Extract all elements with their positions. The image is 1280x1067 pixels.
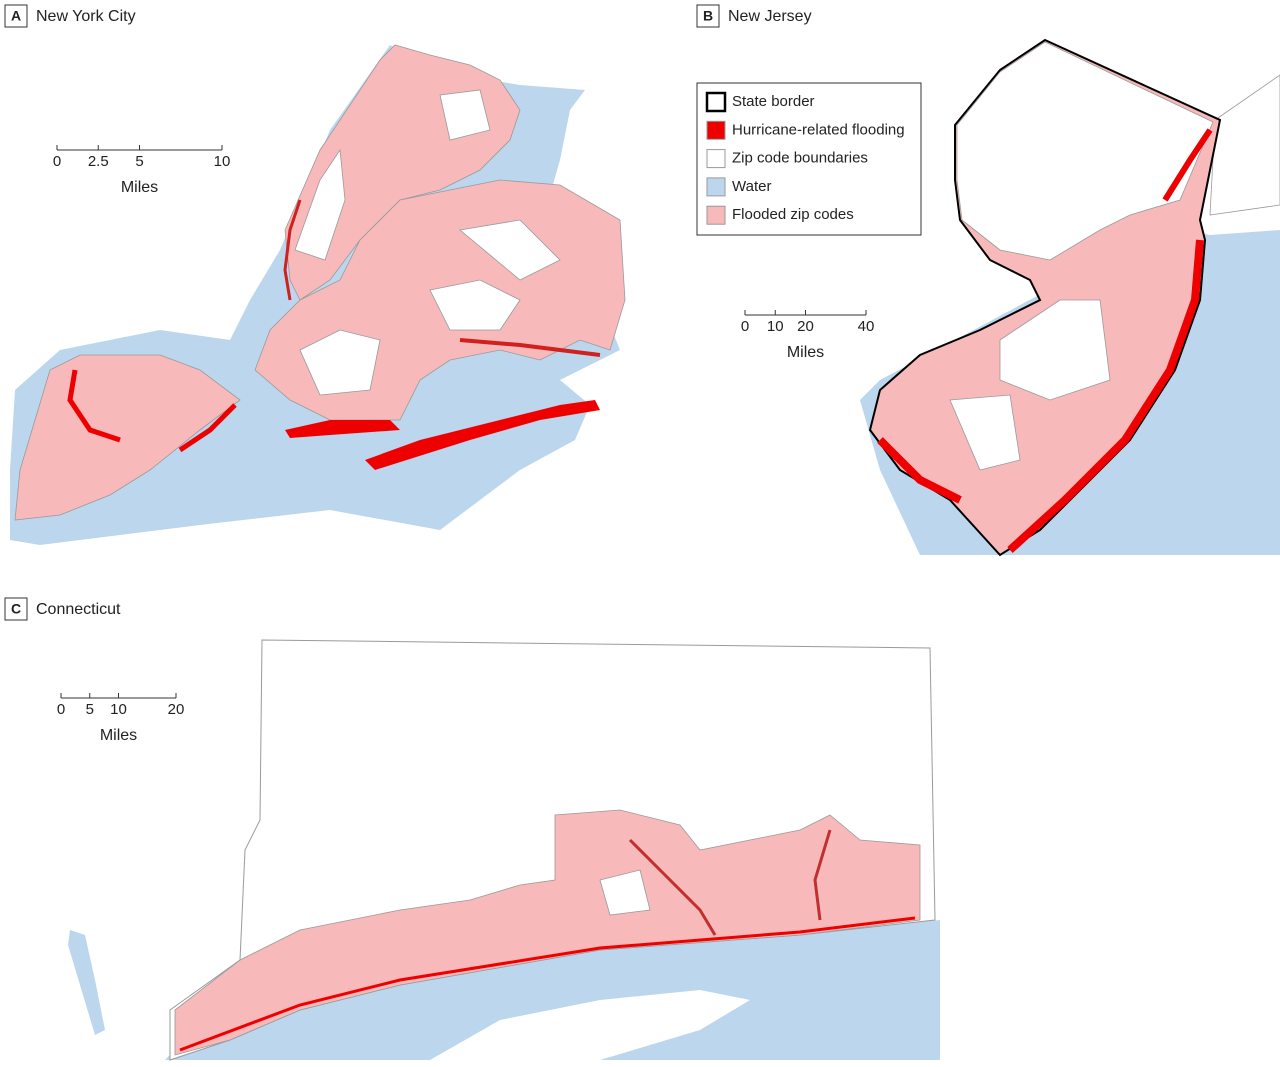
scale-unit: Miles <box>100 727 137 744</box>
flooded-zips <box>174 809 921 1056</box>
panel-letter: C <box>11 601 21 617</box>
scale-label: 5 <box>135 153 143 170</box>
scale-unit: Miles <box>787 344 824 361</box>
flooding <box>178 403 237 453</box>
ct-map <box>68 639 940 1061</box>
nyc-map <box>10 44 626 545</box>
scale-label: 40 <box>858 318 875 335</box>
flooding <box>285 420 400 438</box>
water <box>165 920 940 1060</box>
nj-map <box>860 38 1280 557</box>
zip-area <box>459 219 561 281</box>
legend: State border Hurricane-related flooding Zi… <box>705 91 905 225</box>
panel-letter: B <box>703 8 713 24</box>
panel-letter: A <box>11 8 21 24</box>
legend-swatch <box>706 205 726 225</box>
scale-label: 0 <box>57 701 65 718</box>
new-york-area <box>1209 74 1280 216</box>
zip-area <box>956 41 1214 261</box>
flooding <box>459 338 601 357</box>
zip-area <box>949 394 1021 471</box>
legend-label: Zip code boundaries <box>732 150 868 167</box>
panel-letter-box <box>4 597 28 621</box>
legend-box <box>696 82 922 236</box>
scale-label: 20 <box>797 318 814 335</box>
legend-swatch <box>706 149 726 169</box>
legend-swatch <box>706 120 726 140</box>
flooding <box>179 916 916 1052</box>
zip-area <box>294 148 346 261</box>
scale-label: 10 <box>214 153 231 170</box>
flooding <box>1162 128 1213 202</box>
long-island <box>430 990 750 1060</box>
zip-area <box>299 329 381 396</box>
scale-label: 2.5 <box>88 153 109 170</box>
legend-label: Flooded zip codes <box>732 206 854 223</box>
zip-area <box>439 89 491 141</box>
flooding <box>1007 239 1204 553</box>
panel-title: New York City <box>36 8 136 25</box>
legend-label: Water <box>732 178 771 195</box>
flooding <box>365 400 600 470</box>
legend-label: State border <box>732 93 815 110</box>
flooding <box>628 838 717 936</box>
panel-letter-box <box>696 4 720 28</box>
panel-letter-box <box>4 4 28 28</box>
legend-swatch <box>705 91 727 113</box>
legend-swatch <box>706 177 726 197</box>
scale-label: 0 <box>741 318 749 335</box>
jamaica-bay <box>430 360 560 410</box>
scale-label: 10 <box>110 701 127 718</box>
flooding <box>877 437 962 504</box>
legend-label: Hurricane-related flooding <box>732 121 905 138</box>
scale-label: 0 <box>53 153 61 170</box>
scale-label: 5 <box>86 701 94 718</box>
zip-area <box>429 279 521 331</box>
panel-title: New Jersey <box>728 8 812 25</box>
flooding <box>813 829 832 921</box>
scale-label: 10 <box>767 318 784 335</box>
scale-unit: Miles <box>121 179 158 196</box>
flooding <box>283 199 302 301</box>
panel-title: Connecticut <box>36 601 121 618</box>
scale-label: 20 <box>168 701 185 718</box>
flooding <box>67 369 121 443</box>
zip-area <box>599 869 651 916</box>
zip-area <box>999 299 1111 401</box>
water <box>68 930 105 1035</box>
